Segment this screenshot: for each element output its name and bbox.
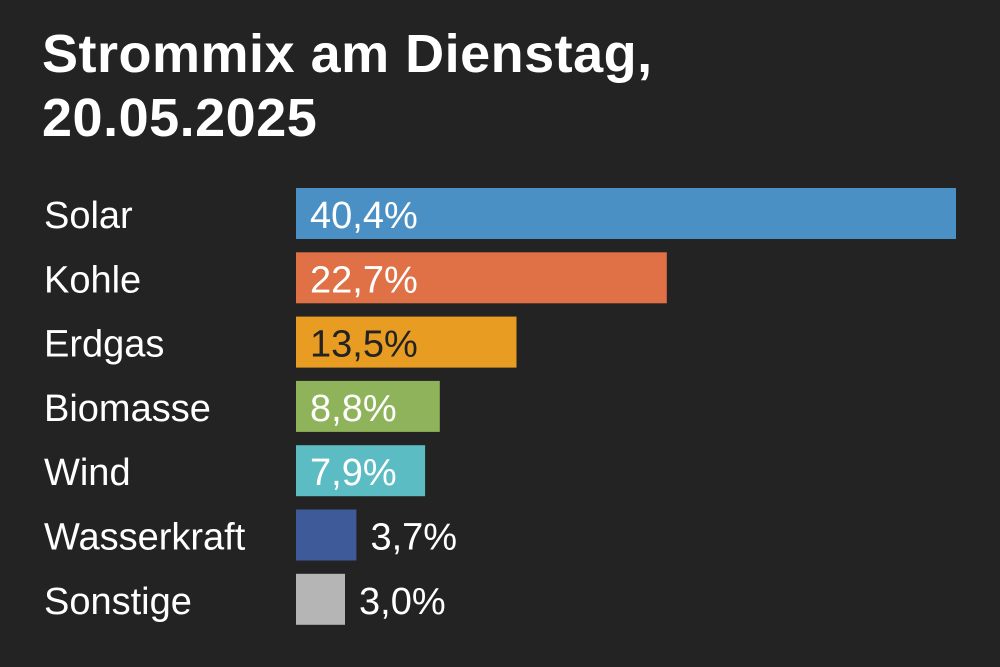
category-label-erdgas: Erdgas xyxy=(44,324,164,366)
value-label-kohle: 22,7% xyxy=(310,259,418,301)
bar-biomasse xyxy=(296,380,440,432)
category-label-solar: Solar xyxy=(44,195,133,237)
value-label-erdgas: 13,5% xyxy=(310,324,418,366)
category-label-wasserkraft: Wasserkraft xyxy=(44,517,246,559)
category-label-biomasse: Biomasse xyxy=(44,388,211,430)
chart-title-line-1: Strommix am Dienstag, xyxy=(42,24,653,84)
bar-wind xyxy=(296,445,426,497)
category-label-sonstige: Sonstige xyxy=(44,581,192,623)
bar-wasserkraft xyxy=(296,509,357,561)
value-label-solar: 40,4% xyxy=(310,195,418,237)
category-label-wind: Wind xyxy=(44,452,131,494)
value-label-wasserkraft: 3,7% xyxy=(370,517,457,559)
bar-erdgas xyxy=(296,316,517,368)
chart-title: Strommix am Dienstag, 20.05.2025 xyxy=(42,22,942,150)
bar-kohle xyxy=(296,252,667,304)
bar-sonstige xyxy=(296,573,345,625)
category-label-kohle: Kohle xyxy=(44,259,141,301)
chart-title-line-2: 20.05.2025 xyxy=(42,88,318,148)
bar-solar xyxy=(296,188,956,239)
value-label-sonstige: 3,0% xyxy=(359,581,446,623)
value-label-biomasse: 8,8% xyxy=(310,388,397,430)
value-label-wind: 7,9% xyxy=(310,452,397,494)
